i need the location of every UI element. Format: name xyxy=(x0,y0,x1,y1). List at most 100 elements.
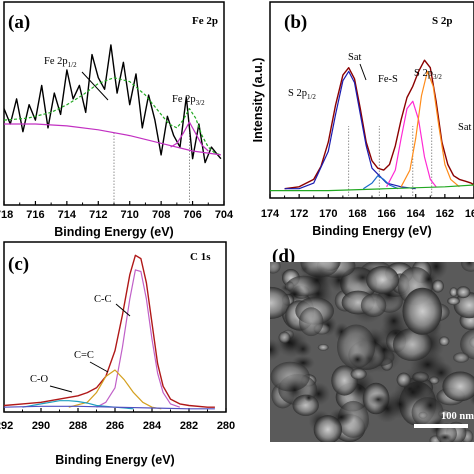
series-raw xyxy=(284,59,474,190)
x-tick-label: 174 xyxy=(261,208,280,220)
panel-a-fe2p: 718 716 714 712 710 708 706 704 Fe 2p1/2 Fe 2p3/2… xyxy=(0,0,240,240)
annotation-arrow xyxy=(359,63,367,81)
sem-particle xyxy=(366,265,400,294)
peak-annotation: Fe-S xyxy=(378,74,398,85)
sem-particle xyxy=(278,331,291,344)
sem-particle xyxy=(328,268,350,292)
series-component xyxy=(400,70,460,188)
sem-particle xyxy=(460,262,474,273)
y-axis-title: Intensity (a.u.) xyxy=(251,58,265,143)
peak-annotation: Sat xyxy=(348,52,362,63)
sem-particle xyxy=(284,284,306,305)
x-axis-title: Binding Energy (eV) xyxy=(54,225,173,239)
series-background xyxy=(4,123,221,156)
peak-annotation: S 2p1/2 xyxy=(288,88,316,101)
sem-particle xyxy=(298,307,324,337)
sem-particle xyxy=(438,336,450,347)
x-tick-label: 290 xyxy=(32,420,50,432)
panel-c-c1s: 292 290 288 286 284 282 280 C-C C=C C-O (c) C 1s Bin… xyxy=(0,240,240,474)
series-raw xyxy=(3,254,215,408)
sem-micrograph: 100 nm xyxy=(270,262,474,442)
sem-particle xyxy=(438,433,452,442)
sem-particle xyxy=(402,287,443,335)
annotation-arrow xyxy=(81,71,109,101)
series-background xyxy=(3,405,215,410)
scale-bar-label: 100 nm xyxy=(441,411,474,422)
x-tick-label: 168 xyxy=(348,208,366,220)
x-tick-label: 162 xyxy=(436,208,454,220)
series-component xyxy=(362,175,399,190)
panel-label: (b) xyxy=(284,12,307,33)
series-raw xyxy=(3,44,222,164)
scale-bar xyxy=(414,424,468,428)
chart-a-svg: 718 716 714 712 710 708 706 704 Fe 2p1/2 Fe 2p3/2… xyxy=(0,1,234,239)
x-tick-label: 284 xyxy=(143,420,162,432)
sem-particle xyxy=(328,408,355,427)
x-tick-label: 714 xyxy=(58,209,77,221)
sem-particle xyxy=(460,328,474,360)
series-component xyxy=(68,369,162,410)
sem-particle xyxy=(449,287,458,297)
chart-title: Fe 2p xyxy=(192,15,218,27)
sem-particle xyxy=(453,352,470,363)
chart-title: S 2p xyxy=(432,15,453,27)
sem-particle xyxy=(349,352,366,367)
sem-particle xyxy=(298,265,335,295)
x-tick-label: 704 xyxy=(215,209,234,221)
x-tick-label: 172 xyxy=(290,208,308,220)
sem-particle xyxy=(419,270,438,289)
chart-c-svg: 292 290 288 286 284 282 280 C-C C=C C-O (c) C 1s Bin… xyxy=(0,241,235,467)
sem-particle xyxy=(317,343,329,351)
x-axis-title: Binding Energy (eV) xyxy=(312,224,431,238)
peak-annotation: C-C xyxy=(94,294,112,305)
x-tick-label: 286 xyxy=(106,420,124,432)
x-tick-label: 164 xyxy=(407,208,426,220)
x-tick-label: 160 xyxy=(465,208,474,220)
x-tick-label: 166 xyxy=(377,208,395,220)
sem-particle xyxy=(360,293,387,318)
sem-particle xyxy=(279,373,310,407)
x-tick-label: 718 xyxy=(0,209,13,221)
series-component xyxy=(22,400,134,410)
x-tick-label: 280 xyxy=(217,420,235,432)
series-component xyxy=(170,121,209,152)
sem-particle xyxy=(270,286,290,320)
x-tick-label: 710 xyxy=(121,209,139,221)
peak-annotation: Fe 2p1/2 xyxy=(44,56,77,69)
sem-particle xyxy=(381,309,406,333)
x-tick-label: 292 xyxy=(0,420,13,432)
annotation-arrow xyxy=(89,361,109,373)
x-tick-label: 288 xyxy=(69,420,87,432)
x-tick-label: 170 xyxy=(319,208,337,220)
x-tick-label: 706 xyxy=(183,209,201,221)
x-axis-title: Binding Energy (eV) xyxy=(55,453,174,467)
sem-particle xyxy=(368,392,388,406)
sem-particle xyxy=(456,286,471,299)
peak-annotation: C=C xyxy=(74,350,94,361)
sem-particle xyxy=(270,262,281,274)
panel-b-s2p: 174 172 170 168 166 164 162 160 S 2p1/2 Sat Fe-S S … xyxy=(240,0,474,240)
peak-annotation: Fe 2p3/2 xyxy=(172,94,205,107)
x-tick-label: 712 xyxy=(89,209,107,221)
x-tick-label: 708 xyxy=(152,209,170,221)
sem-particle xyxy=(337,324,376,369)
x-tick-label: 716 xyxy=(26,209,44,221)
annotation-arrow xyxy=(115,303,131,317)
sem-particle xyxy=(447,296,460,306)
panel-label: (c) xyxy=(8,254,29,275)
peak-annotation: Sat xyxy=(458,122,472,133)
series-background xyxy=(270,184,474,192)
series-fit xyxy=(3,77,222,156)
sem-particle xyxy=(469,391,474,406)
x-tick-label: 282 xyxy=(180,420,198,432)
series-component xyxy=(386,100,437,188)
panel-label: (a) xyxy=(8,12,30,33)
peak-annotation: S 2p3/2 xyxy=(414,68,442,81)
sem-particle xyxy=(350,368,367,380)
sem-particle xyxy=(394,374,432,410)
series-component xyxy=(96,269,181,408)
sem-particle xyxy=(375,340,393,359)
chart-title: C 1s xyxy=(190,251,211,263)
annotation-arrow xyxy=(49,385,73,393)
chart-b-svg: 174 172 170 168 166 164 162 160 S 2p1/2 Sat Fe-S S … xyxy=(251,1,474,238)
